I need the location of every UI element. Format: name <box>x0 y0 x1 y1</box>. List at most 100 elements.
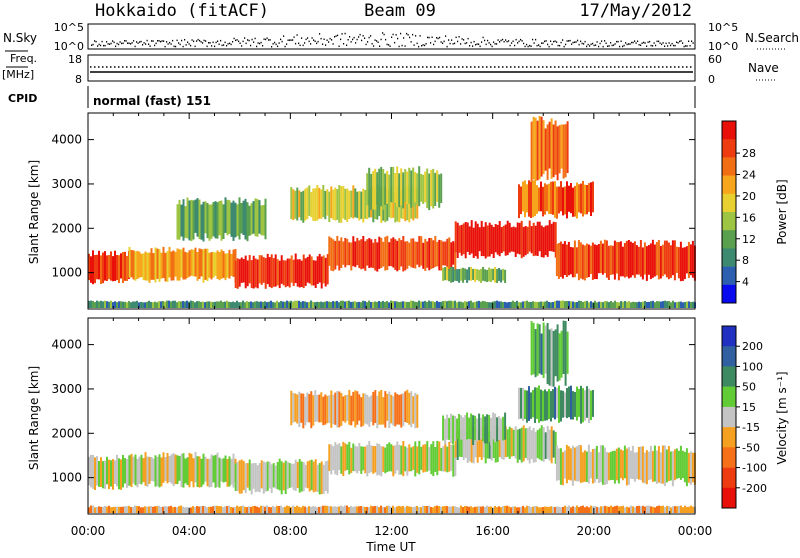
colorbar-swatch <box>722 326 736 347</box>
echo-strip <box>635 452 638 479</box>
echo-strip <box>628 507 630 513</box>
echo-strip <box>597 244 600 274</box>
echo-strip <box>304 301 306 308</box>
echo-strip <box>562 300 564 308</box>
nsky-point <box>109 43 111 45</box>
echo-strip <box>544 183 546 215</box>
colorbar-swatch <box>722 121 736 140</box>
echo-strip <box>328 301 330 308</box>
echo-strip <box>682 302 684 308</box>
echo-strip <box>538 187 540 212</box>
echo-region <box>454 220 557 259</box>
echo-strip <box>502 268 505 281</box>
echo-strip <box>550 118 553 179</box>
nsky-point <box>190 44 192 47</box>
echo-strip <box>635 245 638 275</box>
echo-strip <box>326 254 329 285</box>
echo-strip <box>106 301 108 308</box>
echo-strip <box>544 432 547 459</box>
echo-strip <box>296 505 298 513</box>
echo-strip <box>374 301 376 308</box>
echo-strip <box>202 506 204 513</box>
echo-strip <box>486 414 489 444</box>
cpid-label: CPID <box>8 92 37 105</box>
echo-strip <box>656 506 658 513</box>
nsky-point <box>679 40 681 43</box>
echo-strip <box>170 505 172 513</box>
echo-strip <box>664 507 666 513</box>
echo-strip <box>536 430 539 459</box>
echo-strip <box>422 242 425 269</box>
nsky-point <box>539 45 541 48</box>
echo-strip <box>572 506 574 513</box>
echo-strip <box>184 206 187 238</box>
echo-strip <box>108 301 110 308</box>
echo-strip <box>110 300 112 308</box>
echo-strip <box>228 301 230 308</box>
echo-strip <box>362 506 364 513</box>
nsky-point <box>566 40 568 42</box>
echo-strip <box>566 506 568 513</box>
echo-strip <box>330 390 333 428</box>
echo-strip <box>162 246 165 278</box>
echo-strip <box>613 450 616 484</box>
echo-strip <box>344 301 346 308</box>
echo-strip <box>204 302 206 308</box>
nsky-point <box>268 39 270 41</box>
echo-strip <box>524 390 526 420</box>
nsky-point <box>620 40 622 42</box>
echo-strip <box>638 505 640 513</box>
echo-strip <box>512 429 515 457</box>
nsky-point <box>616 40 618 43</box>
echo-strip <box>408 392 411 425</box>
echo-strip <box>660 505 662 513</box>
echo-strip <box>637 447 640 480</box>
echo-strip <box>376 172 379 205</box>
echo-strip <box>524 507 526 513</box>
echo-strip <box>470 220 473 254</box>
echo-strip <box>176 302 178 308</box>
echo-strip <box>202 201 205 242</box>
echo-strip <box>444 418 447 445</box>
echo-strip <box>306 461 309 489</box>
echo-strip <box>646 505 648 513</box>
nsky-point <box>602 45 604 48</box>
echo-strip <box>484 269 487 282</box>
echo-strip <box>494 413 497 443</box>
colorbar-tick-label: 24 <box>742 169 756 182</box>
echo-strip <box>468 267 471 281</box>
nsky-point <box>181 39 183 42</box>
y-tick-label: 4000 <box>51 338 82 352</box>
nsky-point <box>410 41 412 43</box>
echo-strip <box>202 453 205 485</box>
echo-strip <box>640 302 642 308</box>
nsky-point <box>128 42 130 44</box>
nsky-point <box>346 44 348 46</box>
echo-strip <box>472 302 474 308</box>
date-label: 17/May/2012 <box>579 1 692 21</box>
echo-strip <box>552 302 554 308</box>
echo-strip <box>386 170 389 204</box>
echo-strip <box>639 240 642 277</box>
echo-strip <box>162 452 165 483</box>
nsky-point <box>547 43 549 46</box>
nsky-point <box>212 41 214 44</box>
echo-strip <box>490 268 493 282</box>
echo-strip <box>546 225 549 257</box>
echo-strip <box>300 507 302 513</box>
echo-strip <box>653 445 656 482</box>
echo-strip <box>180 453 183 488</box>
echo-strip <box>280 255 283 284</box>
echo-strip <box>254 258 257 288</box>
echo-strip <box>192 249 195 277</box>
nsky-point <box>136 41 138 43</box>
echo-strip <box>398 302 400 308</box>
nsky-point <box>571 43 573 45</box>
echo-strip <box>206 203 209 239</box>
echo-strip <box>544 506 546 513</box>
echo-strip <box>386 301 388 308</box>
echo-strip <box>130 302 132 308</box>
echo-strip <box>672 300 674 308</box>
nsky-point <box>491 45 493 48</box>
echo-strip <box>402 505 404 513</box>
